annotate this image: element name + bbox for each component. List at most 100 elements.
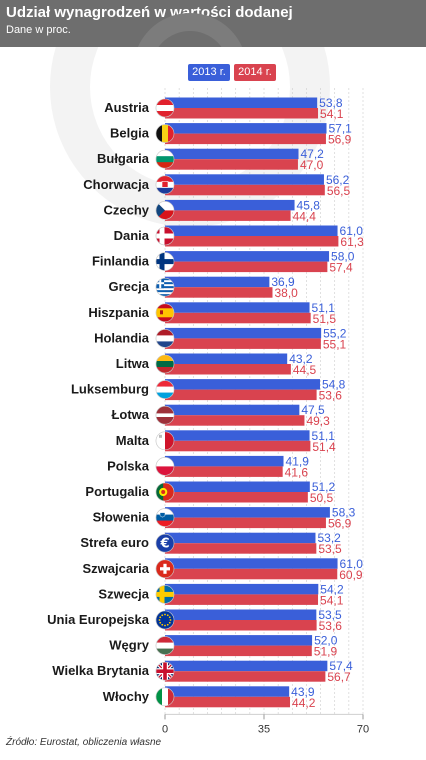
bar-2013 xyxy=(165,353,288,364)
chart-subtitle: Dane w proc. xyxy=(6,24,71,36)
legend-2013: 2013 r. xyxy=(188,64,230,81)
bar-row: Holandia 55,255,1 xyxy=(94,326,347,351)
flag-border xyxy=(155,559,175,579)
category-label: Wielka Brytania xyxy=(52,663,149,678)
flag-border xyxy=(155,124,175,143)
value-label-2014: 54,1 xyxy=(320,593,344,607)
bar-2014 xyxy=(165,594,319,605)
bar-2013 xyxy=(165,251,330,262)
sweden-flag-icon xyxy=(156,585,174,604)
bar-row: Luksemburg 54,853,6 xyxy=(71,378,346,403)
slovenia-flag-icon xyxy=(156,508,174,527)
bar-2013 xyxy=(165,455,284,467)
bar-2014 xyxy=(165,568,338,580)
value-label-2013: 57,4 xyxy=(329,659,353,673)
bar-2013 xyxy=(165,97,318,108)
bar-2013 xyxy=(165,583,319,595)
flag-border xyxy=(155,303,175,323)
flag-border xyxy=(155,380,175,399)
value-label-2014: 49,3 xyxy=(306,414,330,428)
value-label-2013: 43,9 xyxy=(291,685,315,699)
bar-2013 xyxy=(165,609,317,620)
value-label-2013: 58,0 xyxy=(331,250,355,264)
flag-border xyxy=(155,533,175,553)
bar-2013 xyxy=(165,404,300,416)
belgium-flag-icon xyxy=(156,124,174,143)
denmark-flag-icon xyxy=(156,227,174,245)
flag-border xyxy=(155,661,175,681)
bar-2013 xyxy=(165,558,338,569)
category-label: Bułgaria xyxy=(97,151,150,166)
value-label-2014: 56,5 xyxy=(327,184,351,198)
luxembourg-flag-icon xyxy=(156,380,174,399)
legend-2014: 2014 r. xyxy=(234,64,276,81)
bar-row: Łotwa 47,549,3 xyxy=(111,403,330,428)
hungary-flag-icon xyxy=(156,636,174,655)
bar-2014 xyxy=(165,159,298,170)
bar-2014 xyxy=(165,389,317,401)
flag-border xyxy=(155,610,175,630)
value-label-2014: 44,4 xyxy=(293,209,317,223)
bar-2014 xyxy=(165,287,273,298)
value-label-2014: 57,4 xyxy=(329,261,353,275)
malta-flag-icon xyxy=(156,431,174,450)
bar-2013 xyxy=(165,635,313,646)
x-tick-label: 35 xyxy=(258,723,270,735)
category-label: Chorwacja xyxy=(83,177,150,192)
bar-2013 xyxy=(165,174,324,185)
category-label: Luksemburg xyxy=(71,382,149,397)
category-label: Malta xyxy=(116,433,150,448)
value-label-2014: 55,1 xyxy=(323,337,347,351)
category-label: Hiszpania xyxy=(88,305,149,320)
x-tick-label: 70 xyxy=(357,723,369,735)
bar-2014 xyxy=(165,517,326,529)
bar-row: Słowenia 58,356,9 xyxy=(93,506,356,531)
bar-row: Bułgaria 47,247,0 xyxy=(97,147,324,172)
bar-row: Węgry 52,051,9 xyxy=(109,634,338,659)
flag-border xyxy=(155,329,175,348)
value-label-2013: 43,2 xyxy=(289,352,313,366)
bar-2013 xyxy=(165,148,299,160)
bar-2014 xyxy=(165,466,283,477)
value-label-2014: 53,6 xyxy=(319,389,343,403)
flag-border xyxy=(155,354,175,374)
bar-2013 xyxy=(165,430,310,441)
category-label: Portugalia xyxy=(85,484,149,499)
lithuania-flag-icon xyxy=(156,355,174,373)
bar-2013 xyxy=(165,481,310,492)
category-label: Łotwa xyxy=(111,407,149,422)
bar-2014 xyxy=(165,261,328,273)
bar-2014 xyxy=(165,184,325,196)
flag-border xyxy=(155,175,175,195)
category-label: Węgry xyxy=(109,638,150,653)
source-note: Źródło: Eurostat, obliczenia własne xyxy=(6,737,162,748)
flag-border xyxy=(155,201,175,220)
austria-flag-icon xyxy=(156,99,174,117)
bar-row: Hiszpania 51,151,5 xyxy=(88,301,336,326)
value-label-2013: 51,2 xyxy=(312,480,336,494)
poland-flag-icon xyxy=(156,457,174,476)
bar-2013 xyxy=(165,302,310,313)
spain-flag-icon xyxy=(156,303,174,322)
bar-2014 xyxy=(165,645,312,657)
category-label: Unia Europejska xyxy=(47,612,150,627)
category-label: Dania xyxy=(114,228,150,243)
category-label: Szwecja xyxy=(98,586,149,601)
bar-row: Litwa 43,244,5 xyxy=(116,352,317,377)
flag-border xyxy=(155,226,175,246)
flag-border xyxy=(155,405,175,425)
bar-row: Belgia 57,156,9 xyxy=(110,122,352,147)
flag-border xyxy=(155,431,175,451)
portugal-flag-icon xyxy=(156,483,174,501)
greece-flag-icon xyxy=(156,278,174,297)
switzerland-flag-icon xyxy=(156,559,174,578)
value-label-2013: 53,8 xyxy=(319,96,343,110)
bar-row: Unia Europejska 53,553,6 xyxy=(47,608,342,633)
value-label-2014: 51,5 xyxy=(313,312,337,326)
category-label: Grecja xyxy=(109,279,150,294)
bar-2014 xyxy=(165,338,321,349)
flag-border xyxy=(155,252,175,271)
value-label-2014: 51,4 xyxy=(312,440,336,454)
bar-row: Polska 41,941,6 xyxy=(107,454,309,479)
value-label-2014: 53,5 xyxy=(318,542,342,556)
